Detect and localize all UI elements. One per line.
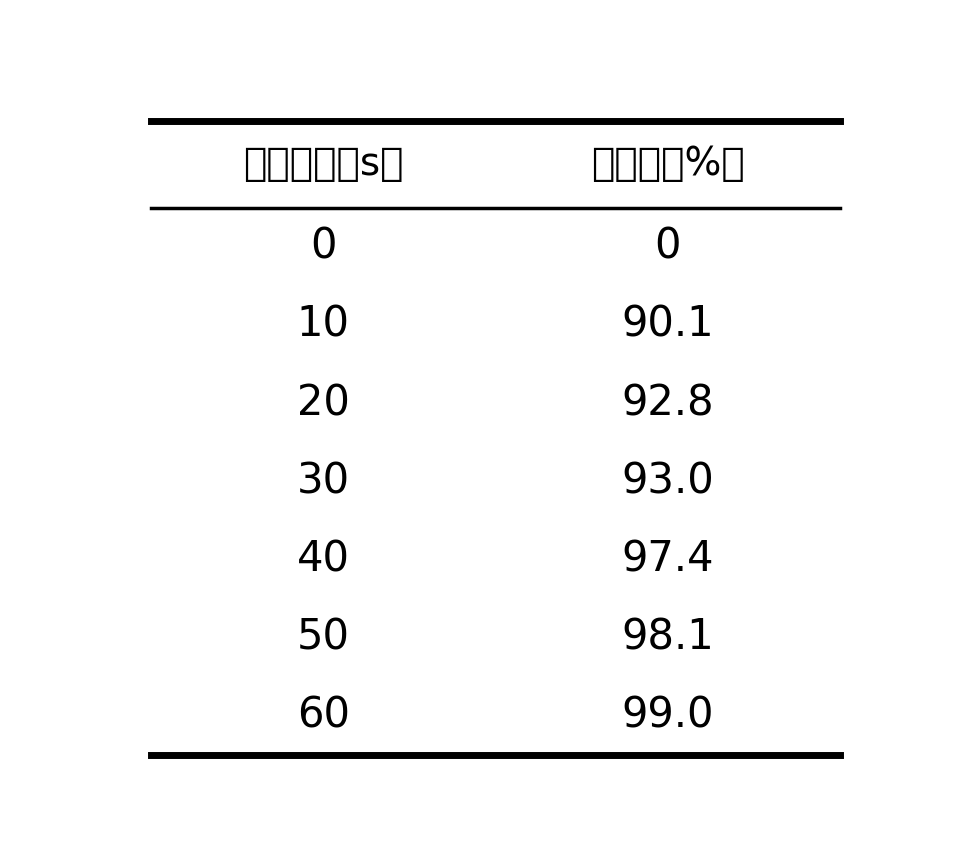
Text: 20: 20 bbox=[297, 382, 350, 424]
Text: 0: 0 bbox=[655, 225, 681, 268]
Text: 92.8: 92.8 bbox=[622, 382, 715, 424]
Text: 40: 40 bbox=[297, 538, 350, 580]
Text: 10: 10 bbox=[297, 303, 350, 346]
Text: 致死率（%）: 致死率（%） bbox=[591, 145, 745, 183]
Text: 97.4: 97.4 bbox=[622, 538, 715, 580]
Text: 99.0: 99.0 bbox=[622, 694, 715, 737]
Text: 30: 30 bbox=[297, 460, 350, 502]
Text: 60: 60 bbox=[297, 694, 350, 737]
Text: 0: 0 bbox=[310, 225, 337, 268]
Text: 90.1: 90.1 bbox=[622, 303, 715, 346]
Text: 93.0: 93.0 bbox=[622, 460, 715, 502]
Text: 诱变时间（s）: 诱变时间（s） bbox=[243, 145, 403, 183]
Text: 98.1: 98.1 bbox=[622, 616, 715, 659]
Text: 50: 50 bbox=[297, 616, 350, 659]
